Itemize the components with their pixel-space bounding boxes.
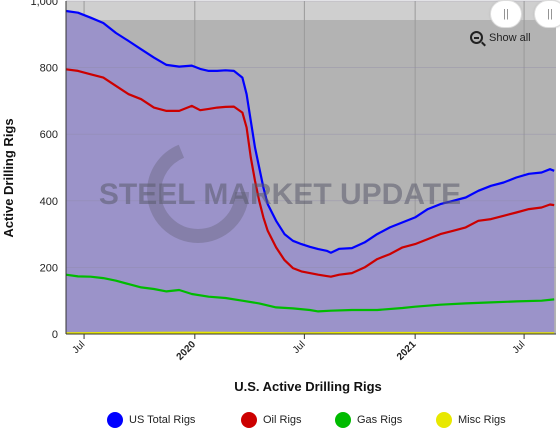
legend-item-us-total-rigs[interactable]: US Total Rigs xyxy=(107,412,195,428)
series-area-0 xyxy=(66,11,555,334)
handle-right-grip: || xyxy=(547,8,553,20)
range-handle-right[interactable]: || xyxy=(534,0,560,28)
zoom-out-icon xyxy=(470,31,483,44)
y-axis-title: Active Drilling Rigs xyxy=(1,118,16,237)
range-navigator xyxy=(66,0,556,20)
x-tick-label: Jul xyxy=(511,339,528,356)
y-tick-label: 400 xyxy=(40,196,58,208)
show-all-label: Show all xyxy=(489,31,531,44)
legend-item-oil-rigs[interactable]: Oil Rigs xyxy=(241,412,302,428)
legend-label: US Total Rigs xyxy=(129,414,196,426)
watermark: STEEL MARKET UPDATE xyxy=(99,141,461,243)
legend-marker xyxy=(241,412,257,428)
legend-label: Misc Rigs xyxy=(458,414,506,426)
x-tick-label: Jul xyxy=(291,339,308,356)
legend-label: Oil Rigs xyxy=(263,414,302,426)
series-line-oil-rigs[interactable] xyxy=(65,68,555,278)
legend-item-misc-rigs[interactable]: Misc Rigs xyxy=(436,412,506,428)
y-tick-label: 200 xyxy=(40,262,58,274)
y-tick-label: 800 xyxy=(40,63,58,75)
legend-marker xyxy=(107,412,123,428)
x-tick-label: 2020 xyxy=(175,339,199,363)
range-handle-left[interactable]: || xyxy=(490,0,522,28)
legend-label: Gas Rigs xyxy=(357,414,403,426)
watermark-logo-icon xyxy=(147,141,249,243)
x-tick-label: Jul xyxy=(71,339,88,356)
legend-marker xyxy=(436,412,452,428)
y-tick-label: 0 xyxy=(52,329,58,341)
y-tick-label: 600 xyxy=(40,129,58,141)
series-line-misc-rigs[interactable] xyxy=(65,331,555,335)
handle-left-grip: || xyxy=(503,8,509,20)
watermark-text: STEEL MARKET UPDATE xyxy=(99,178,461,211)
series-line-us-total-rigs[interactable] xyxy=(65,9,555,254)
legend-item-gas-rigs[interactable]: Gas Rigs xyxy=(335,412,402,428)
legend: US Total Rigs Oil Rigs Gas Rigs Misc Rig… xyxy=(0,412,560,434)
series-line-gas-rigs[interactable] xyxy=(65,273,555,313)
x-axis-title: U.S. Active Drilling Rigs xyxy=(234,379,382,394)
x-tick-label: 2021 xyxy=(395,339,419,363)
show-all-button[interactable]: Show all xyxy=(470,31,531,44)
y-tick-label: 1,000 xyxy=(30,0,58,8)
legend-marker xyxy=(335,412,351,428)
